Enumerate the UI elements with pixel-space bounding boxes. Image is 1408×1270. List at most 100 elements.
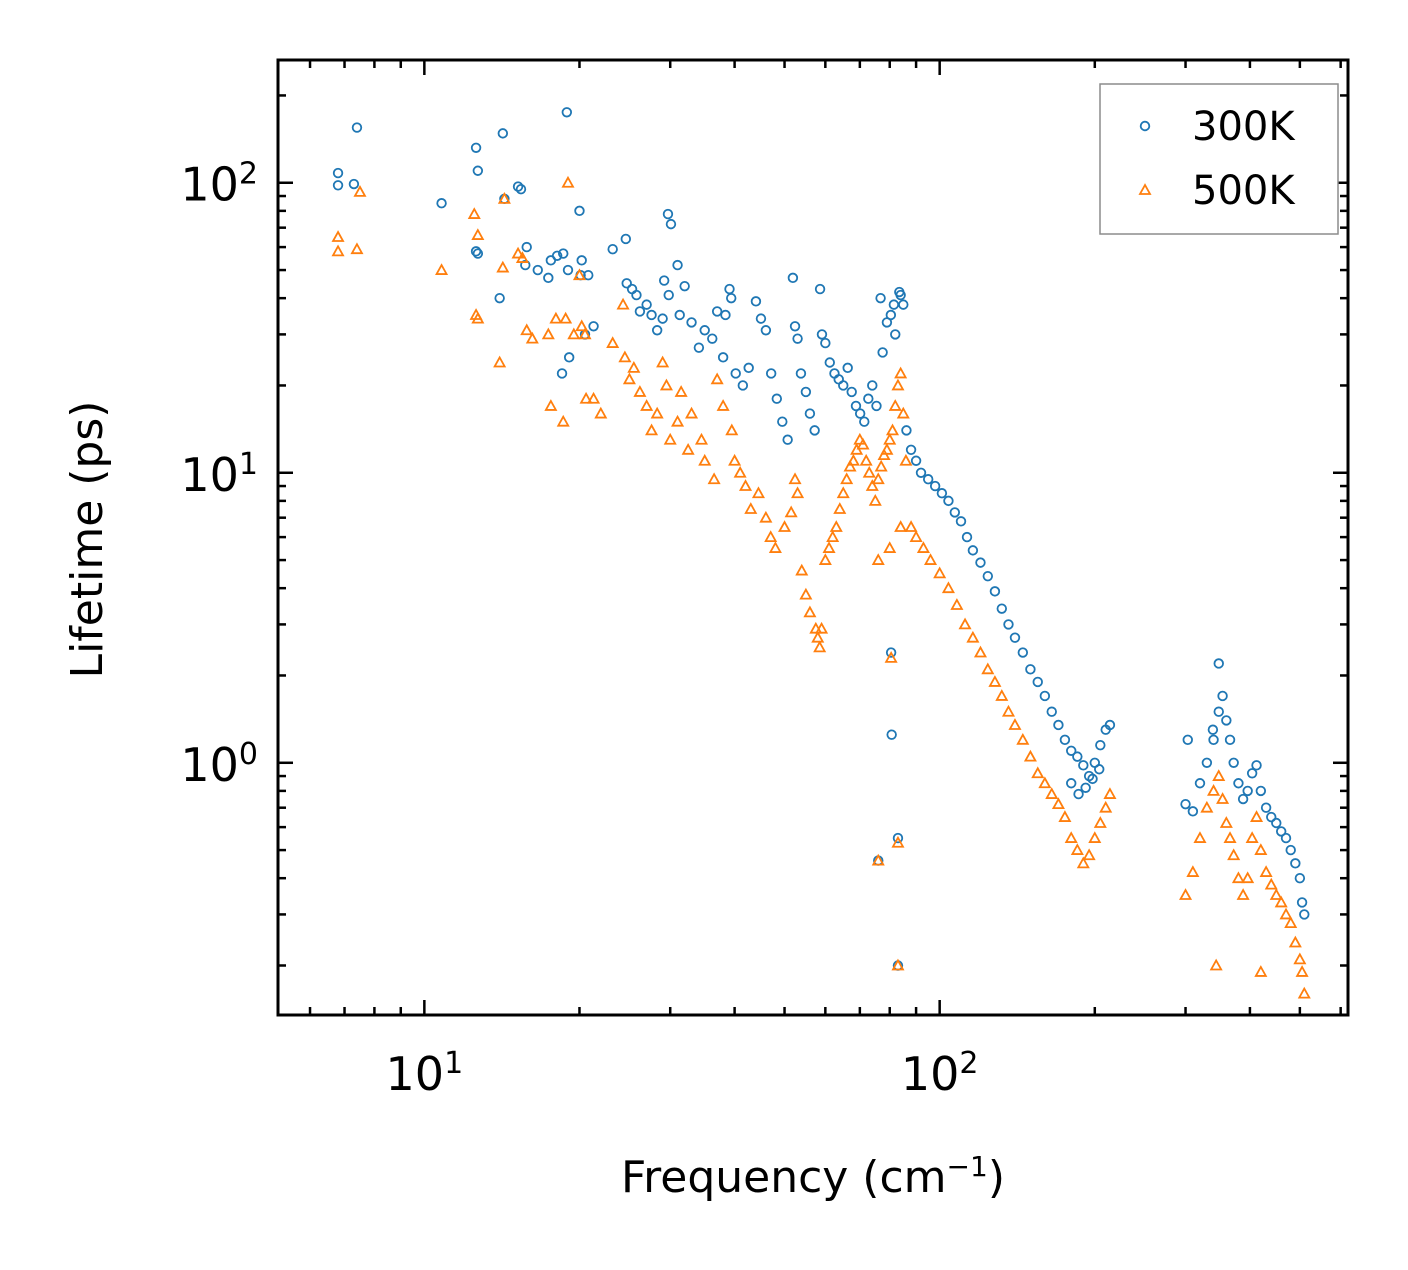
point-500k [594, 406, 608, 419]
point-300k [561, 107, 573, 118]
point-300k [663, 289, 674, 301]
point-500k [435, 263, 449, 275]
point-300k [1299, 909, 1310, 920]
point-500k [710, 372, 724, 385]
point-500k [579, 391, 593, 404]
point-500k [759, 510, 773, 523]
point-500k [659, 378, 673, 391]
point-300k [1233, 778, 1244, 789]
point-500k [671, 414, 685, 427]
point-500k [885, 423, 900, 436]
point-500k [353, 185, 367, 197]
point-300k [1201, 757, 1213, 768]
point-500k [891, 958, 905, 971]
point-300k [1073, 788, 1084, 800]
point-300k [982, 570, 994, 582]
point-500k [496, 260, 510, 273]
point-500k [1209, 958, 1223, 971]
point-500k [813, 640, 827, 653]
point-500k [1274, 895, 1288, 908]
point-500k [840, 472, 854, 485]
point-500k [788, 472, 802, 485]
point-300k [646, 309, 657, 321]
point-300k [737, 380, 749, 391]
point-500k [1245, 831, 1259, 843]
point-300k [1187, 806, 1199, 817]
point-500k [862, 465, 876, 478]
y-tick-labels: 100 101 102 [180, 156, 258, 792]
point-500k [650, 406, 664, 419]
point-300k [724, 283, 735, 295]
point-300k [658, 275, 670, 286]
point-500k [645, 423, 659, 436]
point-500k [663, 432, 677, 445]
point-500k [1099, 800, 1113, 813]
point-300k [1285, 844, 1296, 856]
point-500k [1051, 797, 1065, 810]
point-500k [874, 459, 888, 472]
point-300k [1066, 745, 1077, 756]
x-tick-label: 102 [901, 1046, 979, 1102]
point-500k [1070, 843, 1084, 855]
x-axis-label-close: ) [988, 1152, 1005, 1203]
point-500k [995, 689, 1009, 701]
point-500k [871, 472, 885, 485]
point-300k [850, 400, 862, 412]
point-500k [871, 853, 885, 866]
point-500k [871, 553, 885, 565]
point-300k [859, 416, 870, 427]
point-500k [868, 494, 882, 506]
point-500k [909, 530, 923, 543]
point-300k [348, 178, 360, 190]
point-500k [606, 336, 620, 348]
point-500k [1284, 916, 1298, 929]
point-500k [1259, 865, 1273, 877]
point-300k [607, 244, 618, 255]
point-300k [494, 292, 505, 304]
point-500k [799, 587, 813, 600]
point-300k [634, 306, 646, 317]
point-300k [863, 393, 874, 404]
point-500k [511, 246, 525, 259]
plot-frame [276, 58, 1350, 1017]
point-300k [875, 292, 886, 304]
point-300k [910, 455, 922, 466]
point-500k [1103, 787, 1117, 799]
point-500k [587, 391, 601, 404]
point-500k [966, 630, 980, 643]
point-300k [1213, 706, 1224, 717]
point-300k [814, 283, 826, 295]
legend-marker-symbol [1139, 120, 1151, 132]
point-300k [1094, 764, 1105, 775]
point-500k [1212, 769, 1226, 781]
point-500k [888, 399, 902, 411]
point-500k [924, 553, 938, 565]
y-axis-label: Lifetime (ps) [62, 401, 113, 679]
point-500k [958, 617, 972, 630]
point-500k [350, 242, 364, 255]
point-500k [1254, 843, 1268, 855]
point-300k [1066, 778, 1077, 789]
point-300k [922, 474, 934, 485]
point-300k [558, 248, 569, 259]
y-tick-label-exponent: 0 [239, 736, 258, 771]
point-500k [471, 228, 485, 240]
x-tick-label: 101 [386, 1046, 464, 1102]
point-300k [996, 603, 1008, 614]
point-300k [626, 283, 638, 295]
point-500k [1179, 888, 1193, 900]
point-500k [525, 331, 539, 344]
point-300k [497, 128, 509, 139]
point-500k [549, 311, 563, 324]
point-300k [824, 357, 835, 368]
point-300k [332, 180, 344, 191]
point-300k [1255, 785, 1267, 797]
point-300k [955, 516, 967, 527]
point-500k [836, 486, 850, 499]
x-tick-labels: 101 102 [386, 1046, 979, 1102]
x-tick-label-base: 10 [901, 1047, 960, 1101]
point-300k [1182, 734, 1193, 746]
point-300k [332, 167, 344, 179]
point-300k [472, 165, 484, 176]
